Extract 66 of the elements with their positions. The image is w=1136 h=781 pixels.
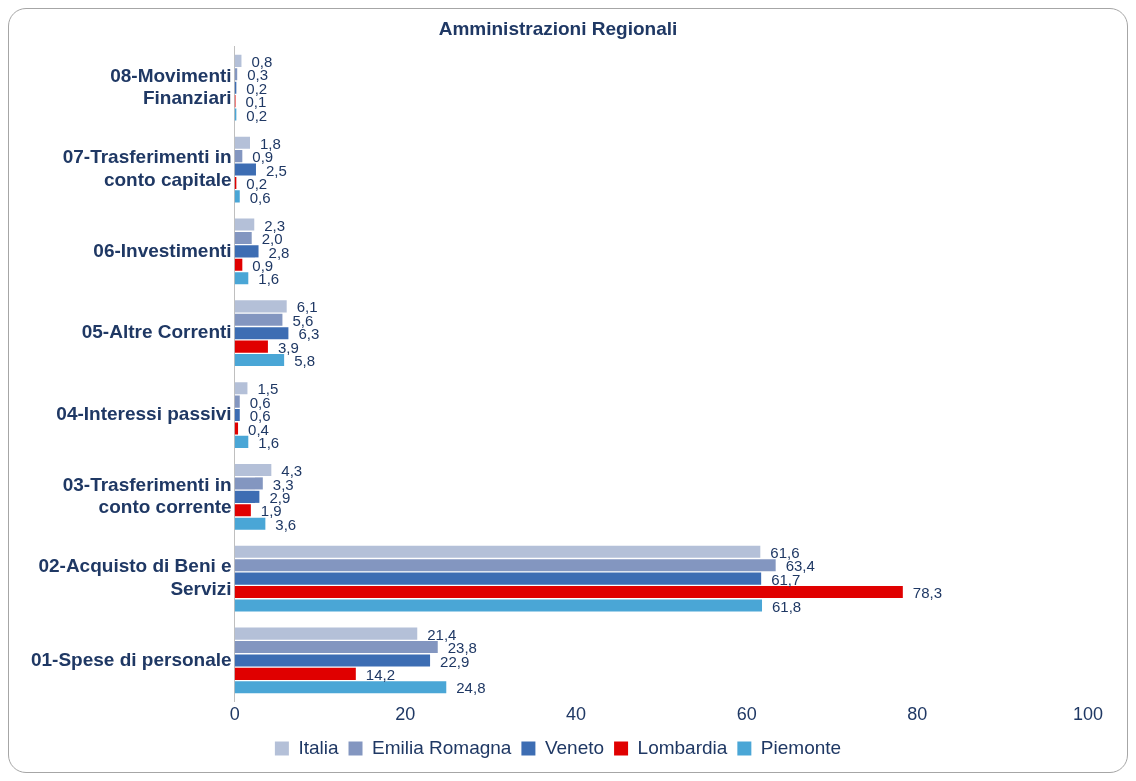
chart-title: Amministrazioni Regionali (438, 17, 678, 39)
bar (234, 382, 248, 395)
x-tick-label: 60 (736, 704, 757, 725)
x-tick-label: 40 (565, 704, 586, 725)
bar (234, 586, 903, 599)
bar (234, 327, 289, 340)
y-tick-label: 02-Acquisto di Beni e Servizi (38, 555, 232, 600)
y-tick-label: 07-Trasferimenti in conto capitale (62, 146, 232, 191)
x-tick-label: 80 (907, 704, 928, 725)
bar (234, 654, 431, 667)
bar (234, 245, 259, 258)
y-tick-label: 01-Spese di personale (30, 648, 232, 670)
data-label: 3,6 (275, 515, 297, 533)
data-label: 1,8 (260, 134, 281, 152)
data-label: 2,3 (264, 216, 286, 234)
bar (234, 463, 272, 477)
data-label: 21,4 (427, 625, 457, 643)
data-label: 24,8 (456, 679, 486, 697)
legend-label: Veneto (544, 736, 605, 758)
bar (234, 300, 287, 313)
y-tick-label: 03-Trasferimenti in conto corrente (62, 473, 232, 518)
legend-label: Italia (298, 736, 339, 758)
y-tick-label: 08-Movimenti Finanziari (110, 64, 232, 109)
x-tick-label: 20 (395, 704, 416, 725)
bar (234, 572, 762, 585)
y-tick-label: 04-Interessi passivi (56, 403, 232, 425)
bar (234, 340, 268, 353)
bar (234, 641, 438, 654)
bar (234, 272, 249, 285)
bar (234, 163, 256, 176)
bar (234, 667, 356, 680)
data-label: 61,6 (770, 543, 800, 561)
data-label: 78,3 (912, 584, 943, 602)
bar (234, 353, 285, 367)
bar (234, 490, 260, 503)
bar (234, 517, 266, 530)
data-label: 2,5 (265, 161, 287, 179)
legend-label: Piemonte (760, 736, 842, 758)
bar (234, 150, 243, 163)
bar (234, 258, 243, 271)
bar (234, 477, 263, 490)
bar (234, 395, 240, 408)
x-tick-label: 0 (229, 704, 240, 725)
y-tick-label: 05-Altre Correnti (81, 321, 232, 343)
data-label: 61,8 (772, 597, 802, 615)
legend-label: Emilia Romagna (372, 736, 512, 758)
bar (234, 545, 761, 558)
data-label: 4,3 (281, 462, 303, 480)
bar (234, 231, 252, 244)
bar (234, 435, 249, 448)
bar (234, 218, 255, 231)
data-label: 0,2 (246, 175, 268, 193)
bar (234, 504, 251, 517)
bar (234, 681, 447, 694)
bar (234, 190, 240, 203)
y-tick-label: 06-Investimenti (93, 239, 232, 261)
bar (234, 136, 250, 149)
bar (234, 408, 240, 422)
bar (234, 599, 763, 612)
data-label: 61,7 (771, 570, 801, 588)
bar (234, 313, 283, 326)
x-tick-label: 100 (1072, 704, 1104, 725)
legend-label: Lombardia (637, 736, 728, 758)
data-label: 14,2 (365, 666, 396, 684)
bar (234, 559, 776, 572)
bar (234, 627, 418, 640)
